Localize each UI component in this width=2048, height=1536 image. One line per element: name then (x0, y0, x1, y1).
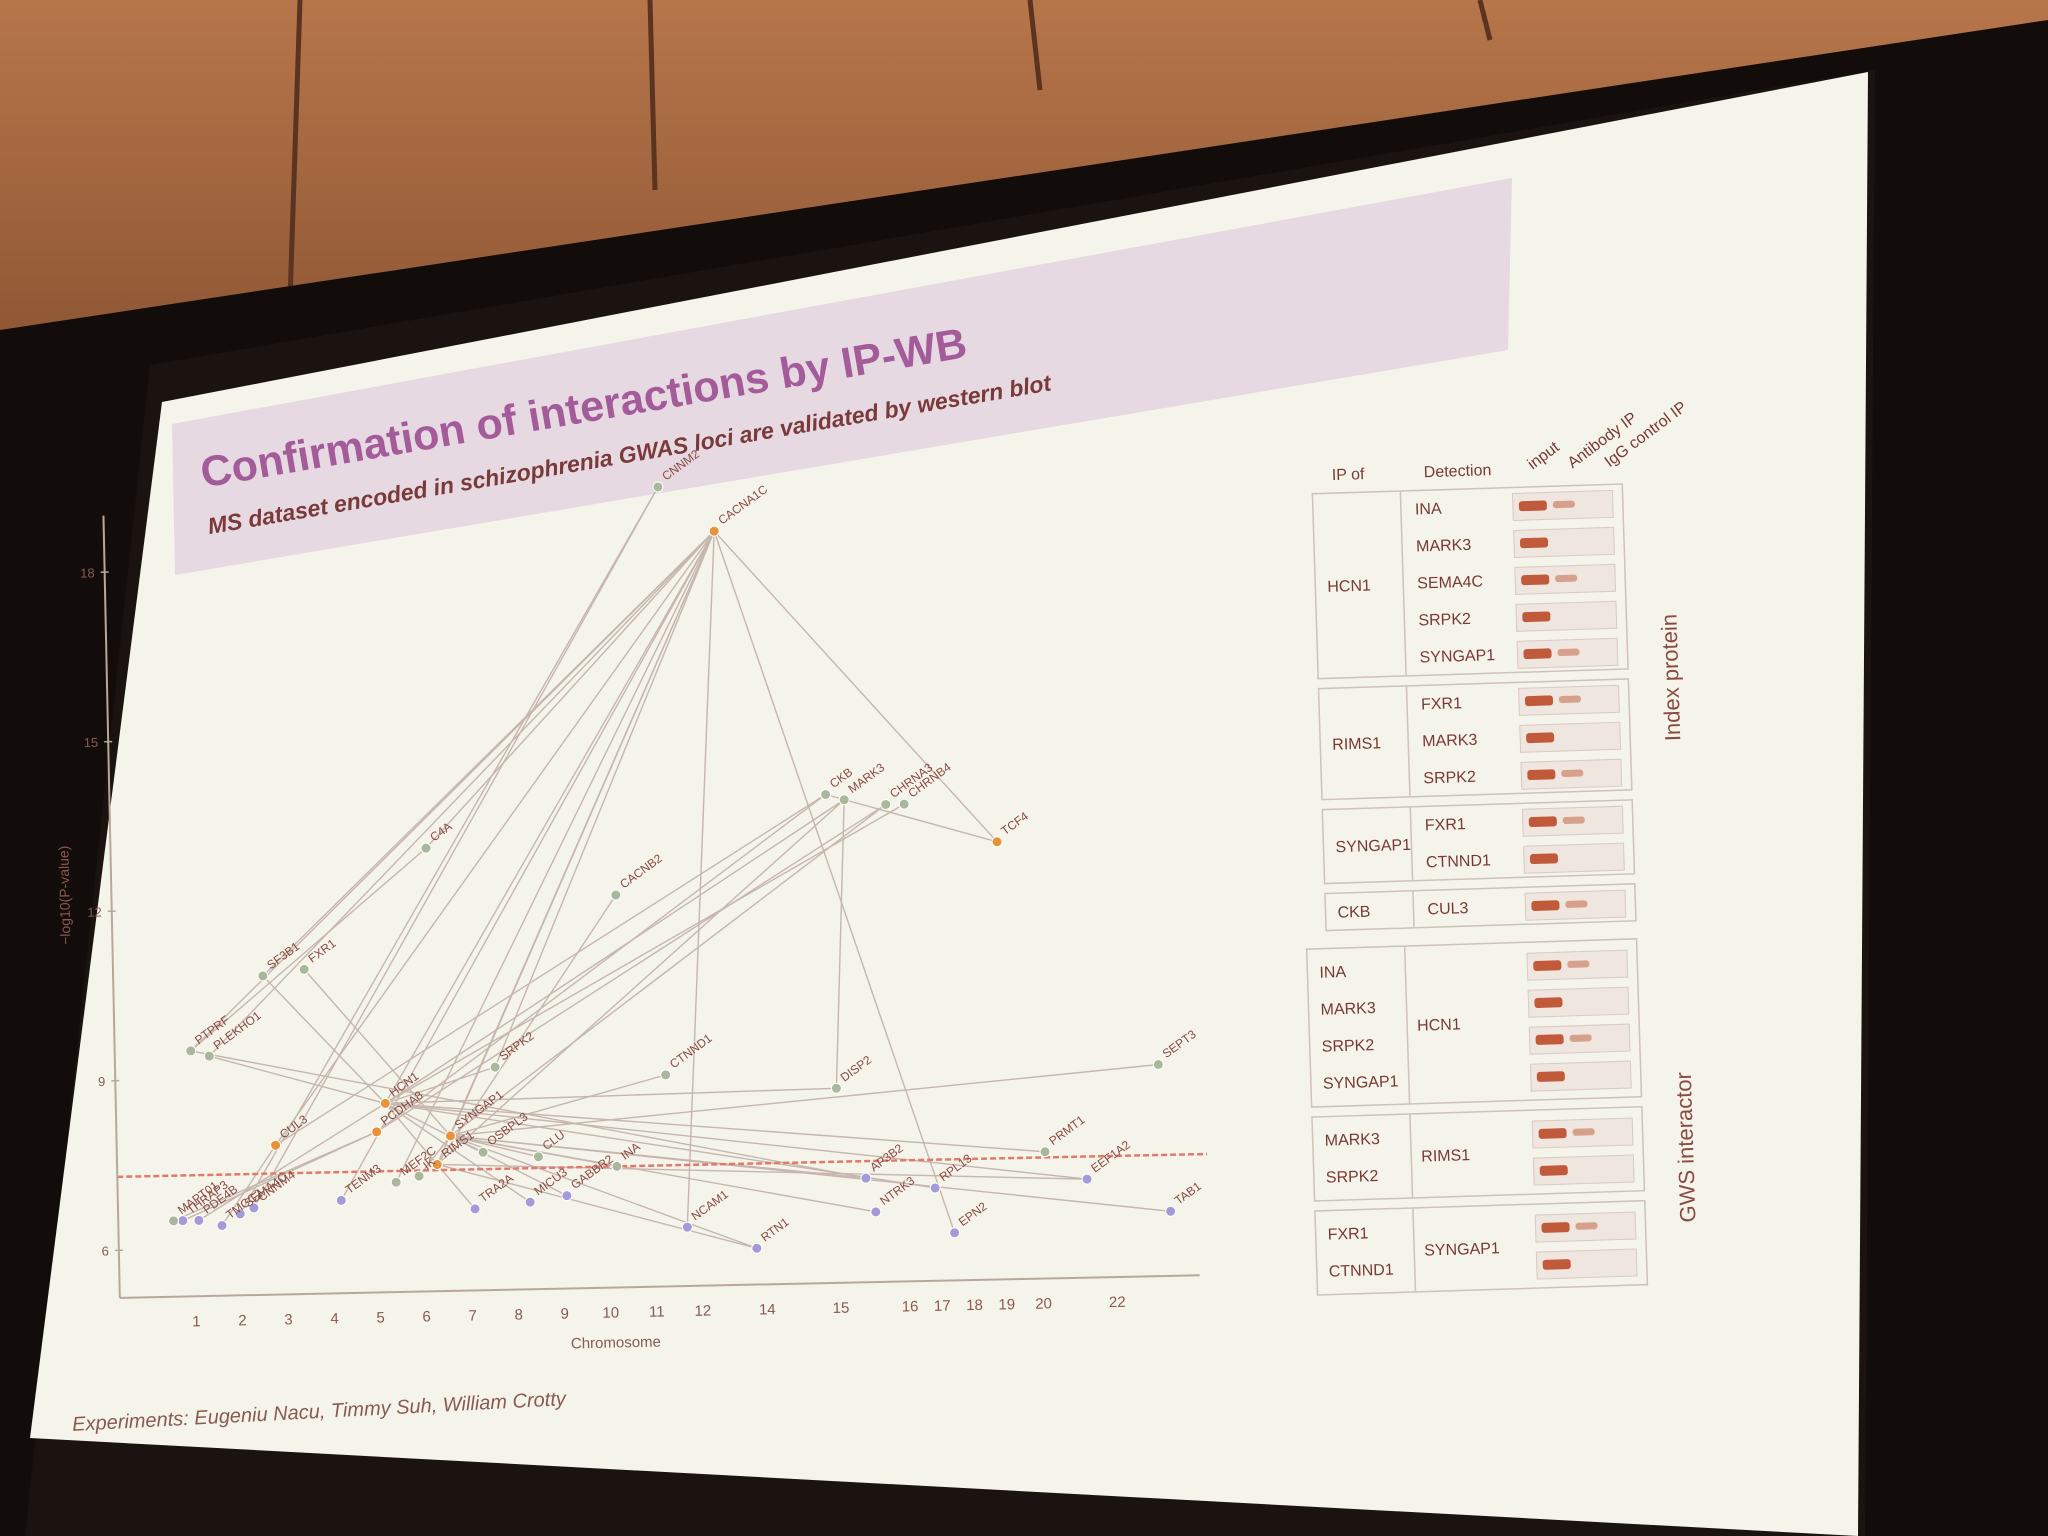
wall-seam (1477, 0, 1493, 41)
